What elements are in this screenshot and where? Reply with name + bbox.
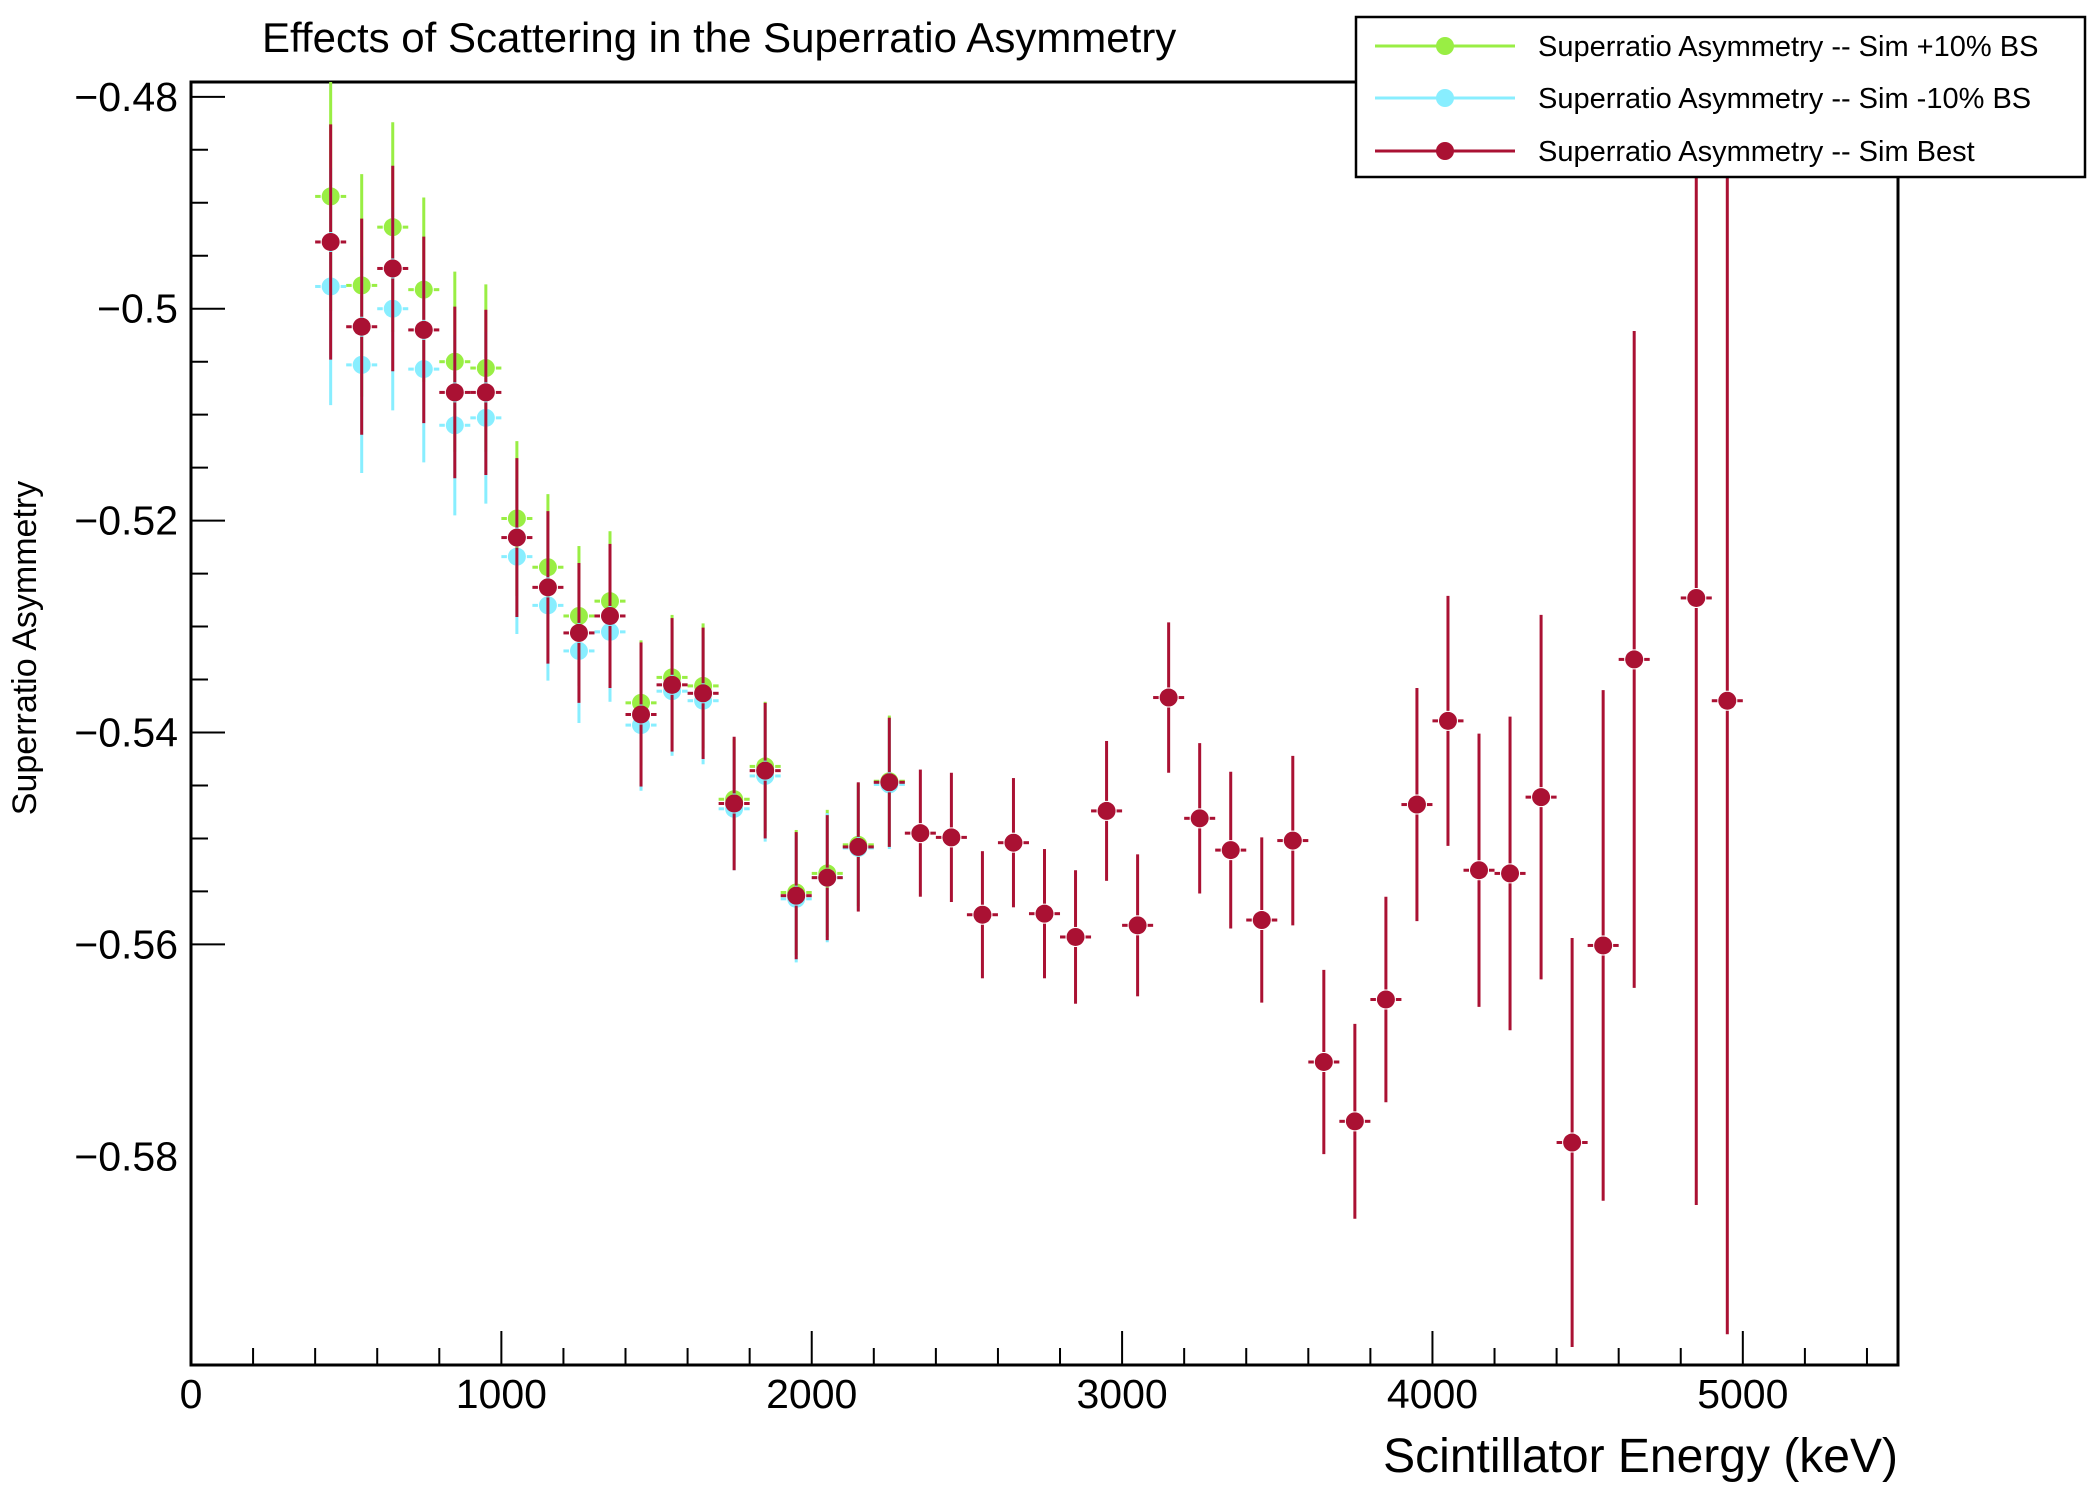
data-point bbox=[725, 794, 744, 813]
y-tick-label: −0.48 bbox=[74, 74, 178, 120]
y-tick-label: −0.56 bbox=[74, 921, 178, 967]
data-point bbox=[1066, 927, 1085, 946]
data-point bbox=[352, 317, 371, 336]
legend-entry: Superratio Asymmetry -- Sim -10% BS bbox=[1375, 83, 2031, 115]
y-tick-label: −0.5 bbox=[97, 286, 178, 332]
data-point bbox=[1687, 588, 1706, 607]
data-point bbox=[1407, 795, 1426, 814]
data-point bbox=[569, 623, 588, 642]
legend-label: Superratio Asymmetry -- Sim -10% BS bbox=[1538, 83, 2031, 115]
data-point bbox=[414, 320, 433, 339]
plot-frame bbox=[189, 80, 1900, 1367]
data-point bbox=[787, 886, 806, 905]
y-axis-title: Superratio Asymmetry bbox=[6, 481, 44, 815]
legend-label: Superratio Asymmetry -- Sim +10% BS bbox=[1538, 31, 2038, 63]
data-point bbox=[1718, 691, 1737, 710]
data-point bbox=[1190, 809, 1209, 828]
data-point bbox=[1159, 688, 1178, 707]
data-point bbox=[445, 383, 464, 402]
data-point bbox=[321, 232, 340, 251]
data-point bbox=[1625, 650, 1644, 669]
data-point bbox=[1594, 936, 1613, 955]
y-tick-label: −0.54 bbox=[74, 710, 178, 756]
data-point bbox=[507, 528, 526, 547]
data-point bbox=[1376, 990, 1395, 1009]
legend-label: Superratio Asymmetry -- Sim Best bbox=[1538, 136, 1975, 168]
x-tick-label: 1000 bbox=[456, 1371, 547, 1417]
data-point bbox=[942, 828, 961, 847]
series bbox=[315, 82, 905, 955]
data-point bbox=[818, 868, 837, 887]
chart-title: Effects of Scattering in the Superratio … bbox=[262, 14, 1176, 61]
series bbox=[315, 82, 1743, 1347]
data-point bbox=[476, 383, 495, 402]
data-point bbox=[911, 824, 930, 843]
legend-entry: Superratio Asymmetry -- Sim Best bbox=[1375, 136, 1975, 168]
data-point bbox=[1563, 1133, 1582, 1152]
data-point bbox=[849, 837, 868, 856]
legend: Superratio Asymmetry -- Sim +10% BS Supe… bbox=[1354, 15, 2087, 179]
data-point bbox=[538, 578, 557, 597]
data-point bbox=[632, 705, 651, 724]
x-tick-label: 0 bbox=[180, 1371, 203, 1417]
data-point bbox=[1252, 911, 1271, 930]
data-point bbox=[1283, 831, 1302, 850]
data-point bbox=[1221, 841, 1240, 860]
data-point bbox=[663, 675, 682, 694]
data-point bbox=[1470, 861, 1489, 880]
x-axis-title: Scintillator Energy (keV) bbox=[1383, 1430, 1898, 1483]
legend-entry: Superratio Asymmetry -- Sim +10% BS bbox=[1375, 31, 2038, 63]
data-point bbox=[1314, 1052, 1333, 1071]
x-axis: 0 1000 2000 3000 4000 5000 bbox=[180, 1331, 1868, 1417]
data-point bbox=[1501, 864, 1520, 883]
data-point bbox=[1004, 833, 1023, 852]
x-tick-label: 5000 bbox=[1697, 1371, 1788, 1417]
legend-marker bbox=[1436, 89, 1454, 107]
x-tick-label: 4000 bbox=[1387, 1371, 1478, 1417]
data-point bbox=[880, 773, 899, 792]
legend-marker bbox=[1436, 37, 1454, 55]
data-point bbox=[1532, 788, 1551, 807]
data-point bbox=[1128, 916, 1147, 935]
y-axis: −0.48 −0.5 −0.52 −0.54 −0.56 −0.58 bbox=[74, 74, 225, 1179]
y-tick-label: −0.52 bbox=[74, 498, 178, 544]
data-point bbox=[973, 905, 992, 924]
data-points bbox=[315, 82, 1743, 1347]
y-tick-label: −0.58 bbox=[74, 1133, 178, 1179]
x-tick-label: 2000 bbox=[766, 1371, 857, 1417]
data-point bbox=[1097, 801, 1116, 820]
data-point bbox=[1438, 711, 1457, 730]
data-point bbox=[694, 684, 713, 703]
x-tick-label: 3000 bbox=[1076, 1371, 1167, 1417]
data-point bbox=[1035, 904, 1054, 923]
data-point bbox=[600, 606, 619, 625]
data-point bbox=[1345, 1112, 1364, 1131]
data-point bbox=[756, 761, 775, 780]
legend-marker bbox=[1436, 142, 1454, 160]
data-point bbox=[383, 259, 402, 278]
